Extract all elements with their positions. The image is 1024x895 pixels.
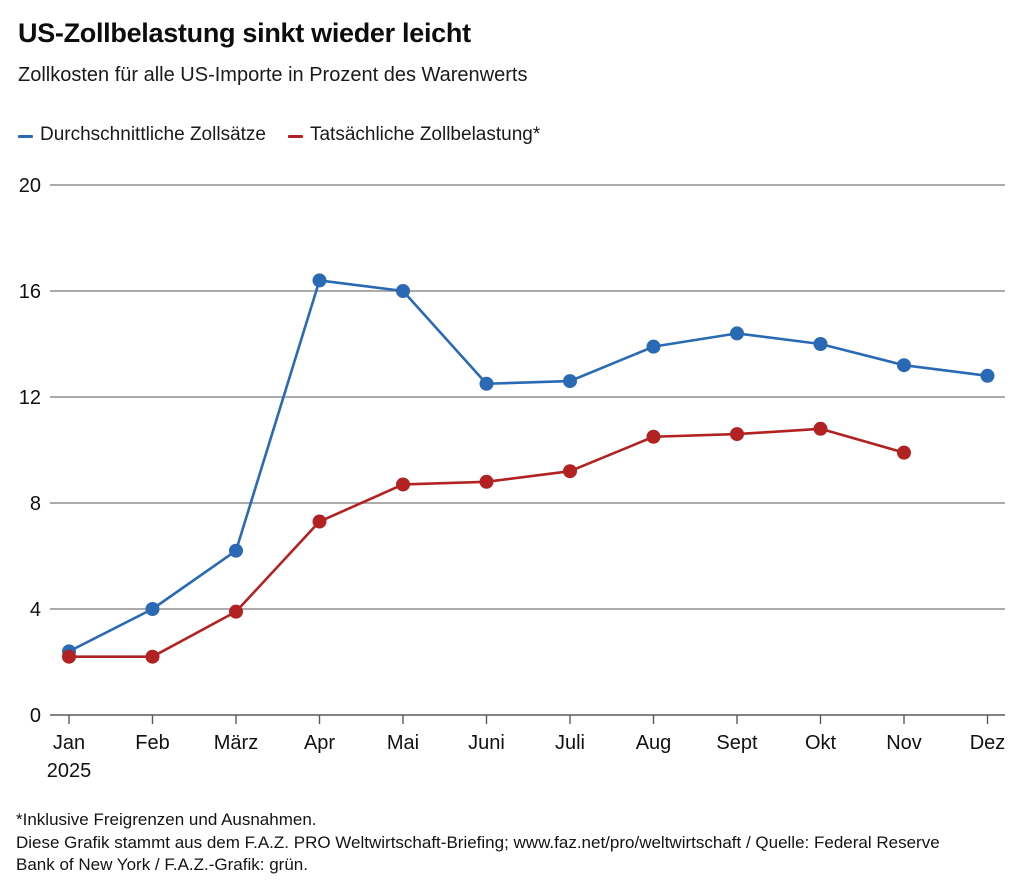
data-point: [229, 543, 243, 558]
x-tick-label: Sept: [716, 732, 758, 754]
x-tick-label: Nov: [886, 732, 922, 754]
x-tick-label: März: [214, 732, 258, 754]
chart-legend: Durchschnittliche Zollsätze Tatsächliche…: [18, 124, 540, 146]
y-tick-label: 16: [19, 281, 41, 303]
legend-swatch-icon: [287, 134, 303, 138]
x-tick-label: Apr: [304, 732, 335, 754]
page-subtitle: Zollkosten für alle US-Importe in Prozen…: [18, 64, 528, 86]
legend-swatch-icon: [18, 134, 33, 138]
legend-item-average-tariff: Durchschnittliche Zollsätze: [18, 124, 266, 146]
data-point: [312, 273, 327, 288]
data-point: [62, 649, 76, 664]
data-point: [145, 649, 160, 664]
data-point: [396, 284, 410, 298]
x-tick-label: Jan: [53, 732, 85, 754]
data-point: [563, 374, 577, 389]
x-tick-label: Juli: [555, 732, 585, 754]
data-point: [396, 477, 410, 492]
data-point: [897, 358, 911, 373]
x-tick-label: Dez: [970, 732, 1006, 754]
source-line: Bank of New York / F.A.Z.-Grafik: grün.: [16, 855, 308, 874]
data-point: [479, 474, 494, 489]
x-tick-label: Feb: [135, 732, 169, 754]
data-point: [646, 429, 661, 444]
x-tick-label: Aug: [636, 732, 672, 754]
legend-label: Durchschnittliche Zollsätze: [40, 124, 266, 145]
data-point: [897, 445, 911, 460]
data-point: [145, 602, 160, 616]
y-tick-label: 20: [19, 175, 41, 197]
x-axis-year-label: 2025: [47, 760, 92, 782]
data-point: [479, 376, 494, 391]
legend-item-effective-tariff: Tatsächliche Zollbelastung*: [287, 124, 541, 146]
y-tick-label: 4: [30, 599, 41, 621]
x-tick-label: Juni: [468, 732, 505, 754]
y-tick-label: 0: [30, 705, 41, 727]
x-tick-label: Mai: [387, 732, 419, 754]
data-point: [980, 368, 995, 383]
legend-label: Tatsächliche Zollbelastung*: [309, 124, 541, 145]
data-point: [813, 337, 828, 351]
footnote-line: *Inklusive Freigrenzen und Ausnahmen.: [16, 810, 317, 829]
y-tick-label: 12: [19, 387, 41, 409]
data-point: [813, 421, 828, 436]
series-line-tats-chliche-zollbelastung-: [67, 427, 906, 658]
data-point: [312, 514, 327, 529]
data-point: [646, 339, 661, 354]
source-line: Diese Grafik stammt aus dem F.A.Z. PRO W…: [16, 832, 940, 852]
page-title: US-Zollbelastung sinkt wieder leicht: [18, 18, 471, 48]
data-point: [730, 427, 744, 442]
data-point: [229, 604, 243, 619]
data-point: [730, 326, 744, 341]
chart-footer: *Inklusive Freigrenzen und Ausnahmen. Di…: [16, 809, 940, 877]
series-line-durchschnittliche-zolls-tze: [67, 279, 989, 653]
y-tick-label: 8: [30, 493, 41, 515]
x-tick-label: Okt: [805, 732, 837, 754]
data-point: [563, 464, 577, 479]
